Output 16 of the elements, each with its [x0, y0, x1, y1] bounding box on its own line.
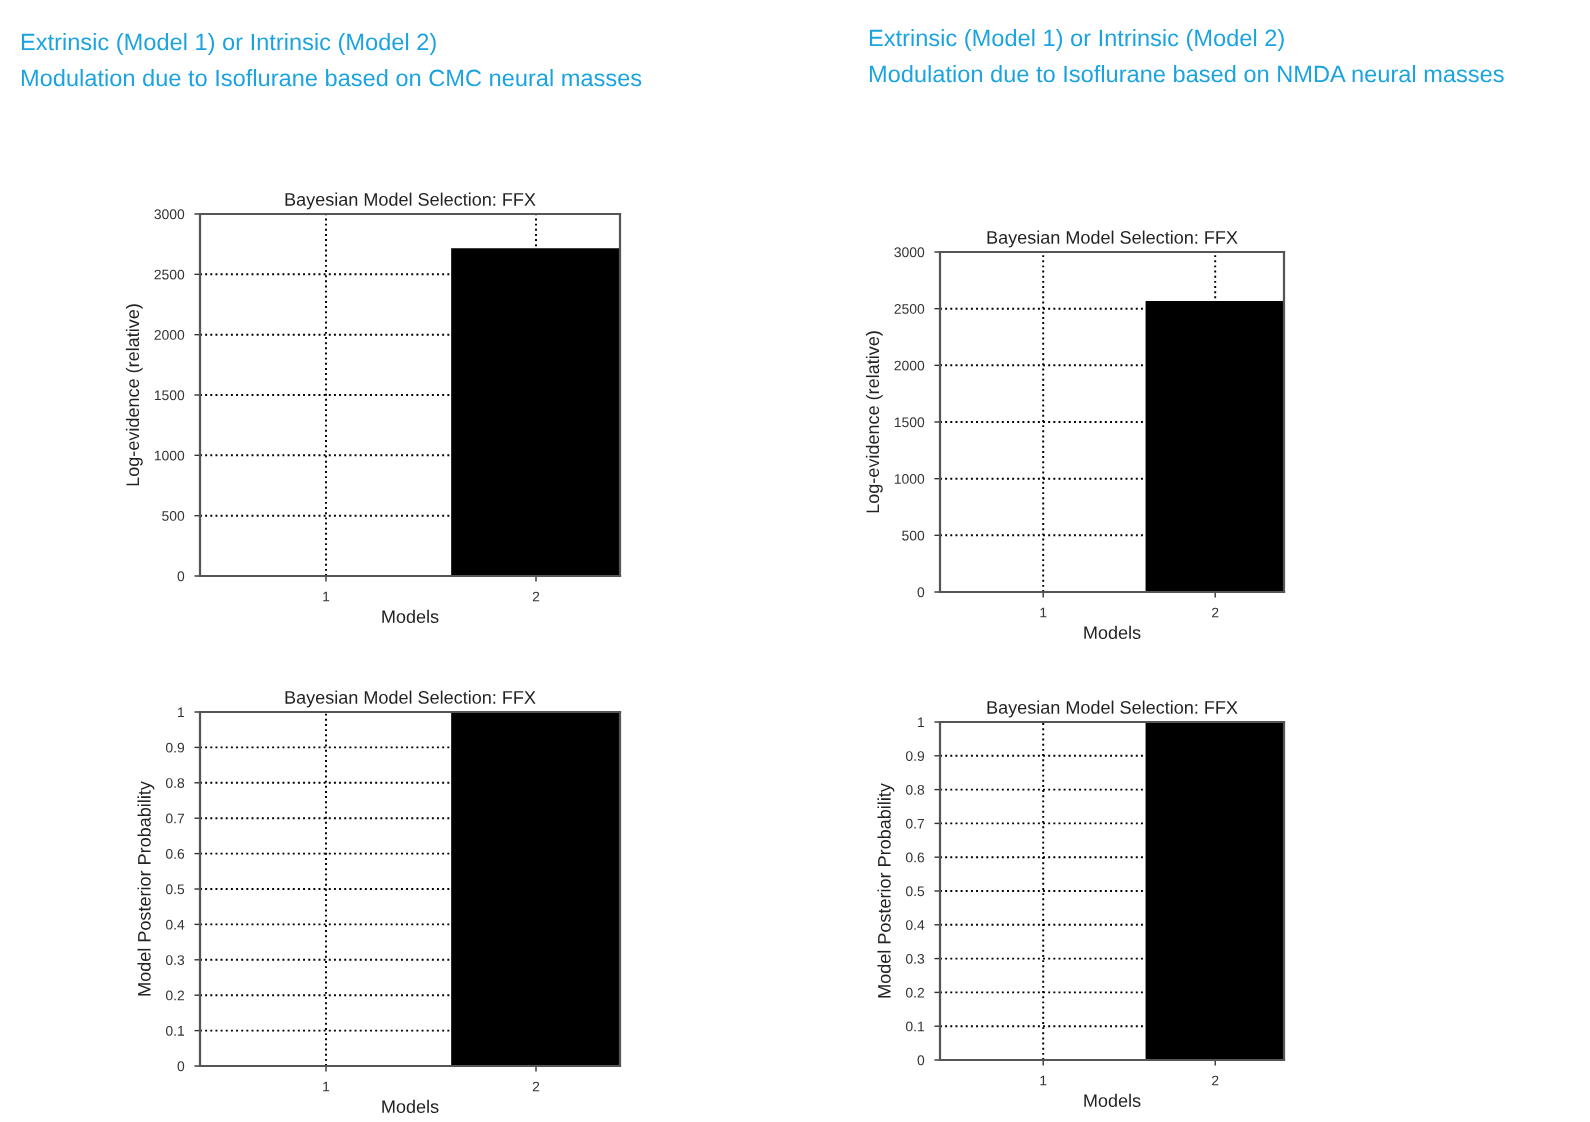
chart-title: Bayesian Model Selection: FFX [987, 700, 1238, 718]
text: Extrinsic (Model 1) or Intrinsic (Model 2) [21, 33, 436, 55]
y-axis-title: Model Posterior Probability [137, 781, 155, 996]
x-axis-title: Models [382, 1099, 439, 1114]
y-axis-title: Log-evidence (relative) [125, 304, 143, 486]
chart-title: Bayesian Model Selection: FFX [987, 230, 1238, 248]
chart-title: Bayesian Model Selection: FFX [285, 690, 536, 708]
x-axis-title: Models [1084, 1093, 1141, 1108]
chart-title: Bayesian Model Selection: FFX [285, 192, 536, 210]
y-axis-title: Model Posterior Probability [877, 783, 895, 998]
x-axis-title: Models [1084, 625, 1141, 640]
text: Modulation due to Isoflurane based on CMC neural masses [21, 69, 642, 87]
text: Modulation due to Isoflurane based on NMDA neural masses [869, 65, 1504, 83]
x-axis-title: Models [382, 609, 439, 624]
y-axis-title: Log-evidence (relative) [865, 331, 883, 513]
text: Extrinsic (Model 1) or Intrinsic (Model 2) [869, 29, 1284, 51]
